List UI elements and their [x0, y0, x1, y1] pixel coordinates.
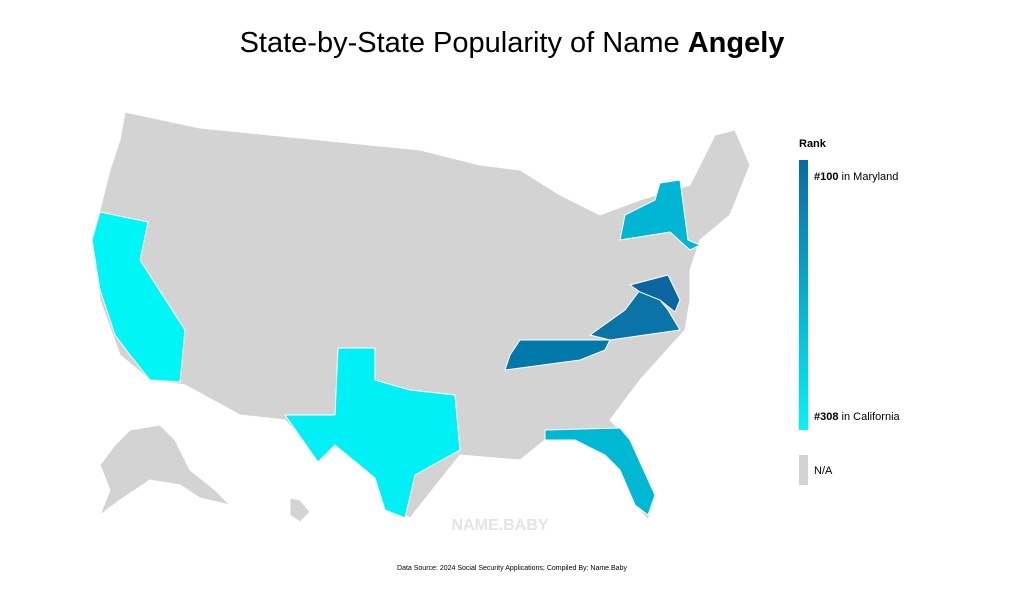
state-texas — [284, 347, 461, 519]
map — [91, 111, 751, 523]
state-california — [91, 211, 186, 383]
hawaii — [289, 497, 311, 523]
state-new-york — [619, 179, 702, 251]
legend-top-label: in Maryland — [842, 171, 899, 183]
title-text: State-by-State Popularity of Name — [240, 27, 680, 59]
title: State-by-State Popularity of Name Angely — [240, 27, 785, 59]
watermark: NAME.BABY — [452, 517, 549, 534]
legend-top-rank: #100 — [814, 171, 838, 183]
legend-title: Rank — [799, 138, 827, 150]
legend-na: N/A — [814, 465, 833, 477]
legend-na-swatch — [799, 455, 808, 485]
state-maryland — [628, 274, 681, 313]
legend-gradient — [799, 160, 808, 430]
legend-bottom-rank: #308 — [814, 411, 838, 423]
alaska — [98, 424, 232, 517]
state-florida — [544, 427, 656, 516]
state-virginia — [588, 289, 681, 341]
legend-bottom: #308 in California — [814, 411, 901, 423]
legend-bottom-label: in California — [842, 411, 901, 423]
title-name: Angely — [688, 27, 785, 59]
state-tennessee — [504, 339, 611, 371]
source: Data Source: 2024 Social Security Applic… — [397, 565, 627, 572]
legend-top: #100 in Maryland — [814, 171, 898, 183]
